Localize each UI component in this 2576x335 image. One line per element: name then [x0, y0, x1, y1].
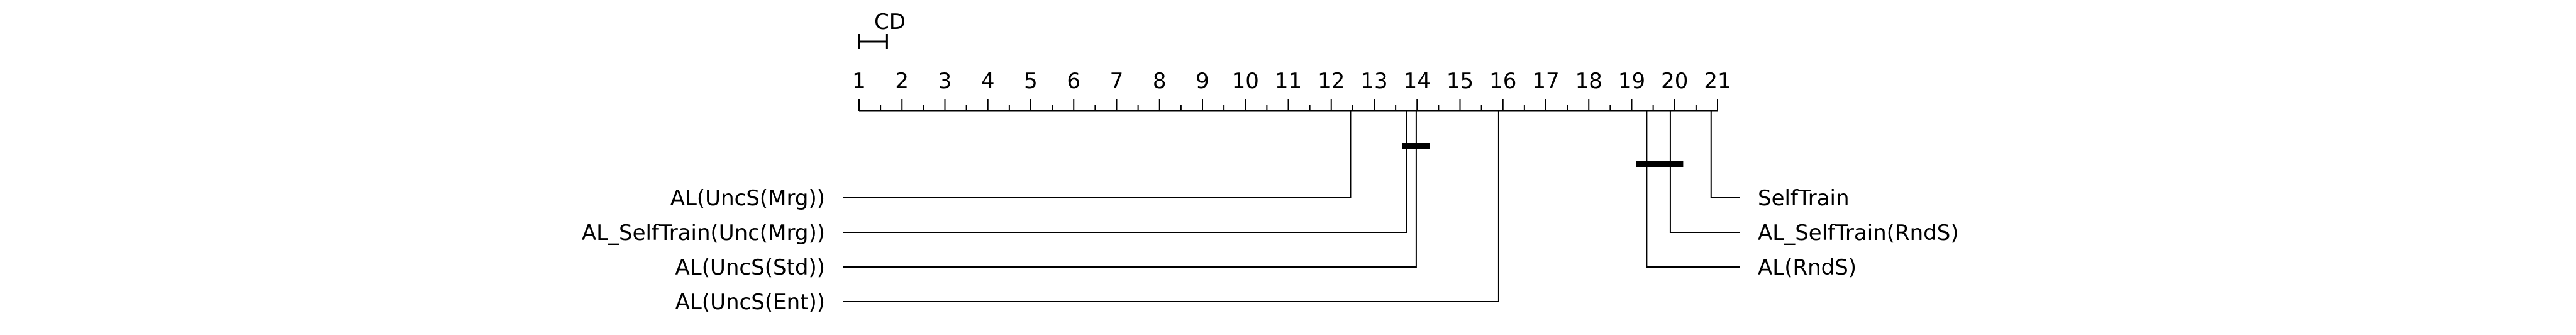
tick-label: 16 — [1489, 69, 1516, 94]
tick-label: 6 — [1067, 69, 1080, 94]
method-label: AL_SelfTrain(RndS) — [1758, 220, 1959, 246]
rank-axis: 1 2 3 4 5 6 7 8 9 10 11 12 13 14 15 16 17 18 19 20 21 — [852, 69, 1731, 112]
tick-label: 19 — [1618, 69, 1645, 94]
tick-label: 7 — [1110, 69, 1124, 94]
clique-bars — [1402, 143, 1684, 167]
method-line — [843, 111, 1499, 302]
tick-label: 15 — [1446, 69, 1474, 94]
method-label: AL(UncS(Mrg)) — [670, 186, 825, 211]
tick-label: 14 — [1404, 69, 1431, 94]
tick-label: 11 — [1275, 69, 1302, 94]
tick-label: 2 — [895, 69, 909, 94]
method-line — [1669, 111, 1740, 233]
method-line — [1646, 111, 1740, 268]
tick-label: 9 — [1196, 69, 1209, 94]
tick-label: 12 — [1318, 69, 1345, 94]
tick-label: 20 — [1661, 69, 1688, 94]
tick-label: 3 — [938, 69, 952, 94]
method-label: AL(RndS) — [1758, 255, 1857, 280]
method-label: AL(UncS(Ent)) — [675, 290, 825, 315]
cd-label: CD — [874, 9, 906, 35]
tick-label: 4 — [981, 69, 995, 94]
tick-label: 1 — [852, 69, 866, 94]
method-label: AL_SelfTrain(Unc(Mrg)) — [582, 220, 825, 246]
method-line — [843, 111, 1407, 233]
method-label: SelfTrain — [1758, 186, 1850, 211]
tick-label: 17 — [1532, 69, 1559, 94]
method-line — [1710, 111, 1740, 198]
method-lines: AL(UncS(Mrg)) AL_SelfTrain(Unc(Mrg)) AL(Un… — [582, 111, 1959, 315]
tick-label: 5 — [1024, 69, 1038, 94]
tick-label: 8 — [1153, 69, 1167, 94]
cd-bar — [858, 34, 888, 49]
tick-label: 18 — [1575, 69, 1602, 94]
method-label: AL(UncS(Std)) — [675, 255, 825, 280]
tick-label: 21 — [1704, 69, 1731, 94]
method-line — [843, 111, 1352, 198]
method-line — [843, 111, 1417, 268]
tick-label: 13 — [1360, 69, 1387, 94]
tick-label: 10 — [1232, 69, 1259, 94]
